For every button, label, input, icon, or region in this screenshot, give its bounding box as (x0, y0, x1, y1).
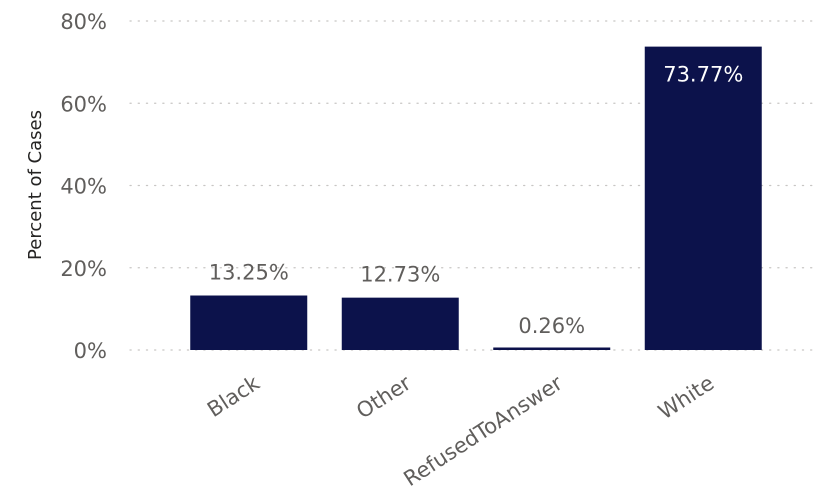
y-tick-label: 80% (60, 10, 107, 34)
bar-white (644, 46, 762, 350)
bar-other (341, 297, 459, 350)
y-tick-label: 60% (60, 92, 107, 116)
y-axis-ticks: 0% 20% 40% 60% 80% (60, 10, 107, 363)
bars (190, 46, 762, 350)
x-tick-label: Black (203, 370, 264, 422)
data-label: 13.25% (209, 261, 289, 285)
bar-black (190, 295, 308, 350)
y-tick-label: 40% (60, 175, 107, 199)
x-tick-label: White (654, 371, 718, 424)
bar-refusedtoanswer (493, 347, 611, 350)
data-label: 73.77% (663, 63, 743, 87)
y-axis-title: Percent of Cases (25, 110, 46, 260)
y-tick-label: 0% (74, 339, 107, 363)
y-tick-label: 20% (60, 257, 107, 281)
data-label: 0.26% (518, 314, 585, 338)
data-labels: 13.25% 12.73% 0.26% 73.77% (209, 63, 744, 338)
x-tick-label: RefusedToAnswer (399, 371, 567, 491)
x-tick-label: Other (352, 371, 415, 424)
data-label: 12.73% (360, 263, 440, 287)
